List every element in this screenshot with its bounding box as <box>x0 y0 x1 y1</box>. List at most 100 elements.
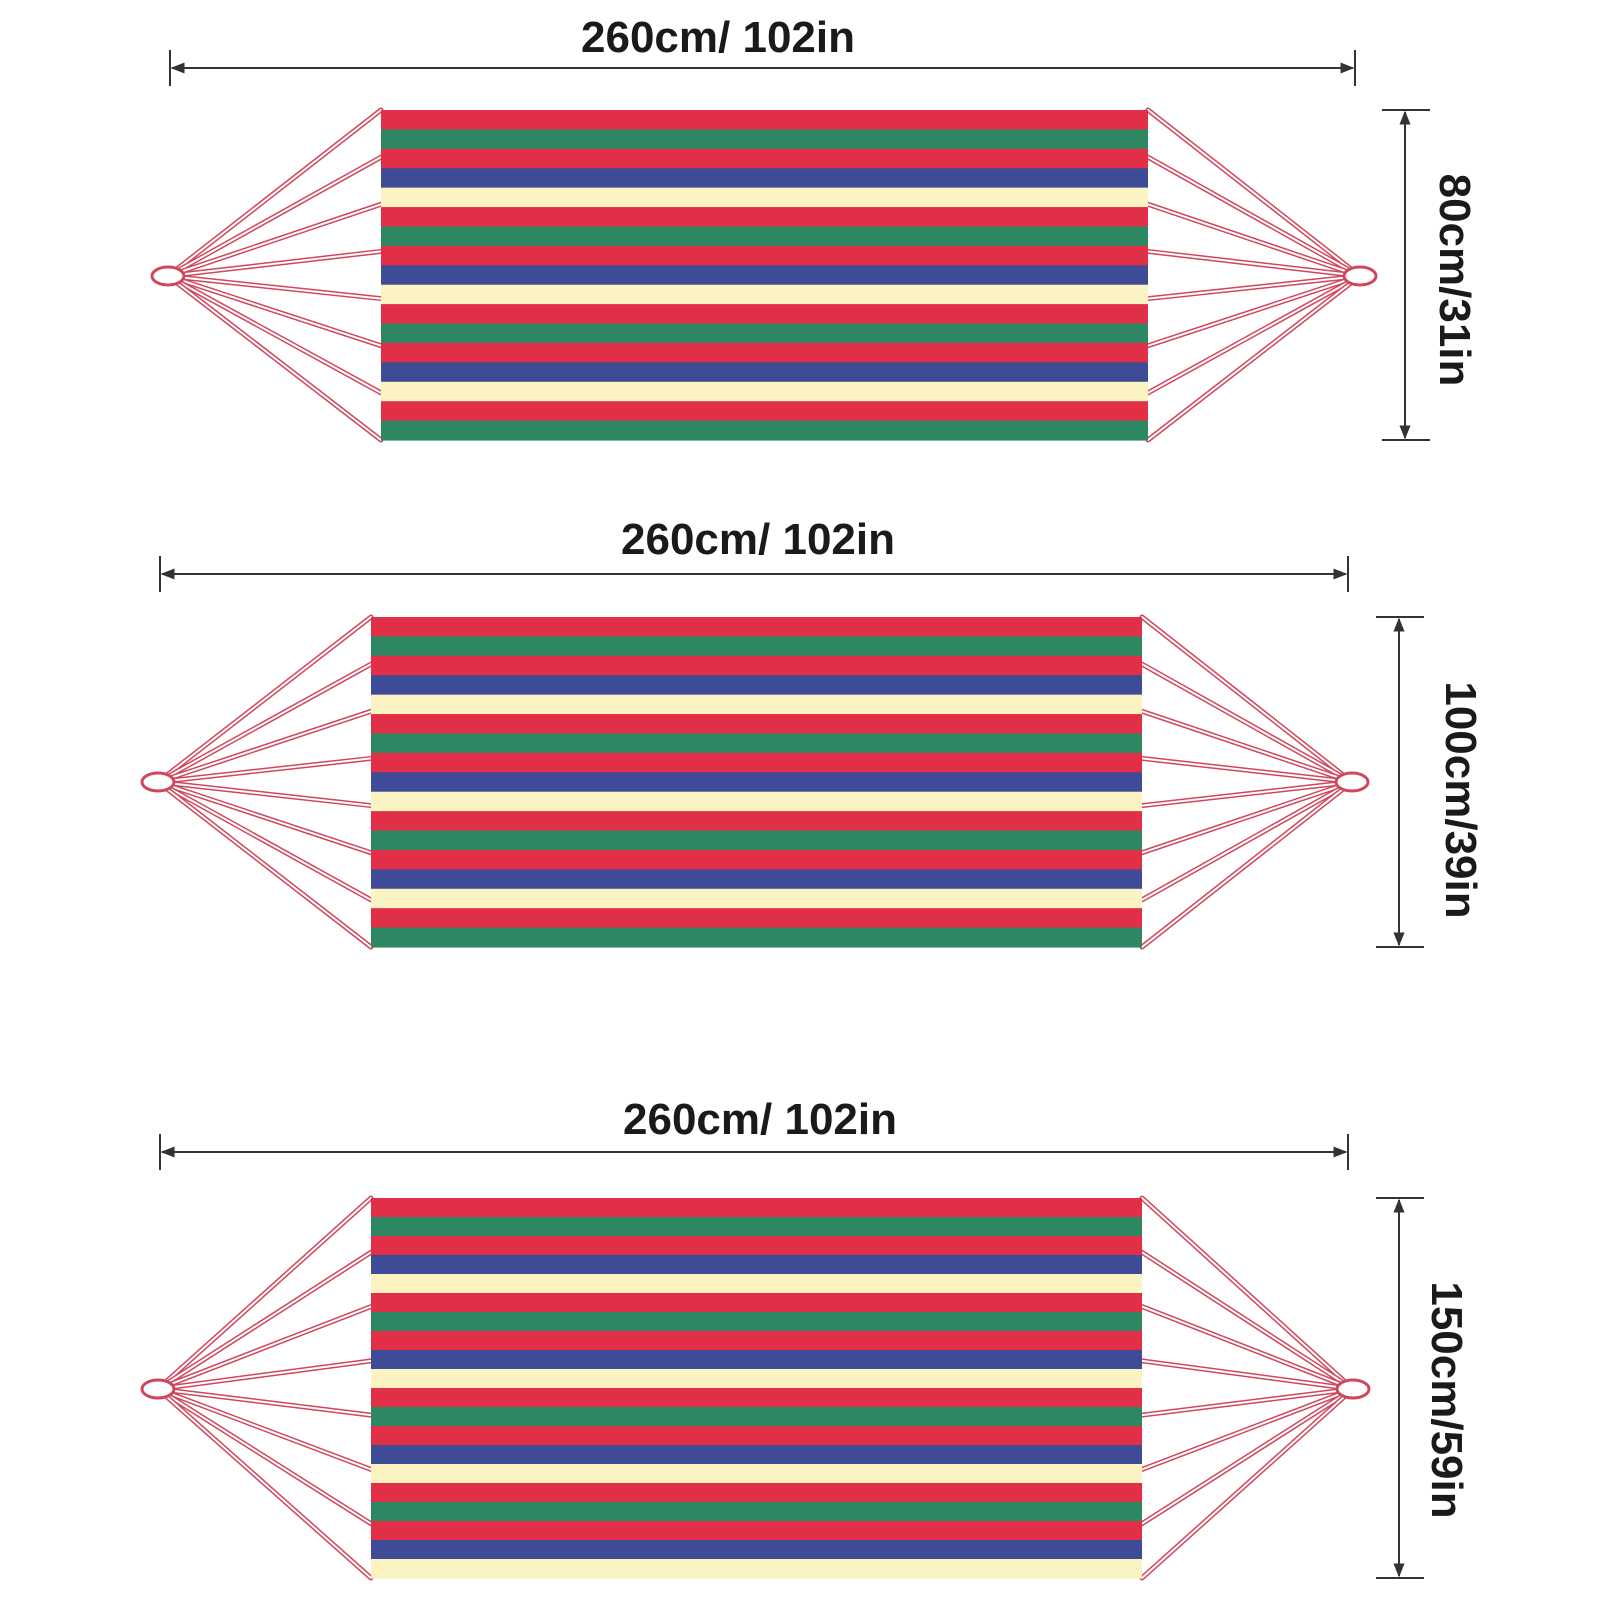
rope <box>157 1388 372 1525</box>
rope <box>1141 1388 1354 1417</box>
fabric-stripe <box>371 1559 1142 1579</box>
rope <box>157 781 372 807</box>
rope <box>1147 250 1361 277</box>
rope <box>1141 1305 1354 1390</box>
ropes-3 <box>140 1195 1371 1581</box>
fabric-stripe <box>371 849 1142 870</box>
length-dimension-3: 260cm/ 102in <box>159 1095 1349 1170</box>
hanging-ring-icon <box>1334 771 1370 793</box>
rope <box>157 710 372 783</box>
rope <box>157 1251 372 1390</box>
fabric-stripe <box>381 304 1148 325</box>
rope <box>167 275 382 394</box>
hanging-ring-icon <box>1342 265 1378 287</box>
hanging-ring-icon <box>140 1378 176 1400</box>
fabric-stripe <box>371 1464 1142 1484</box>
width-dimension-3: 150cm/59in <box>1376 1197 1471 1579</box>
fabric-stripe <box>371 1274 1142 1294</box>
rope <box>157 781 372 854</box>
fabric-stripe <box>381 226 1148 247</box>
hanging-ring-icon <box>150 265 186 287</box>
rope <box>1141 1388 1354 1525</box>
fabric-stripe <box>381 265 1148 286</box>
fabric-stripe <box>371 1350 1142 1370</box>
rope <box>1147 275 1361 441</box>
width-label: 80cm/31in <box>1430 174 1479 387</box>
rope <box>1147 275 1361 300</box>
fabric-stripe <box>381 168 1148 189</box>
rope <box>1147 203 1361 277</box>
rope <box>1141 781 1353 948</box>
fabric-stripe <box>371 655 1142 676</box>
fabric-stripe <box>371 675 1142 696</box>
fabric-2 <box>371 617 1142 948</box>
fabric-stripe <box>371 1445 1142 1465</box>
fabric-3 <box>371 1198 1142 1579</box>
fabric-stripe <box>381 284 1148 305</box>
fabric-stripe <box>381 129 1148 150</box>
hammock-diagram-1: 260cm/ 102in 80cm/31in <box>150 13 1479 443</box>
fabric-stripe <box>381 207 1148 228</box>
rope <box>157 1305 372 1390</box>
rope <box>1147 109 1361 277</box>
fabric-stripe <box>381 381 1148 402</box>
fabric-stripe <box>371 888 1142 909</box>
rope <box>1141 663 1353 783</box>
fabric-stripe <box>371 1255 1142 1275</box>
fabric-stripe <box>371 1426 1142 1446</box>
length-label: 260cm/ 102in <box>621 515 895 564</box>
ropes-1 <box>150 107 1378 443</box>
hammock-diagram-2: 260cm/ 102in 100cm/39in <box>140 515 1485 950</box>
rope <box>167 203 382 277</box>
rope <box>1141 781 1353 854</box>
width-label: 150cm/59in <box>1422 1281 1471 1518</box>
fabric-stripe <box>371 1369 1142 1389</box>
fabric-stripe <box>371 791 1142 812</box>
fabric-stripe <box>371 617 1142 638</box>
rope <box>1141 781 1353 807</box>
width-dimension-2: 100cm/39in <box>1376 616 1485 948</box>
fabric-stripe <box>381 245 1148 266</box>
rope <box>1141 1251 1354 1390</box>
fabric-stripe <box>371 1483 1142 1503</box>
fabric-stripe <box>371 1521 1142 1541</box>
fabric-stripe <box>371 927 1142 948</box>
rope <box>167 275 382 441</box>
length-dimension-2: 260cm/ 102in <box>159 515 1349 592</box>
rope <box>1141 757 1353 783</box>
hammock-diagram-3: 260cm/ 102in 150cm/59in <box>140 1095 1471 1581</box>
rope <box>157 1388 372 1579</box>
rope <box>1141 1388 1354 1471</box>
fabric-stripe <box>371 1198 1142 1218</box>
fabric-stripe <box>371 1388 1142 1408</box>
fabric-stripe <box>371 1540 1142 1560</box>
fabric-stripe <box>371 1217 1142 1237</box>
rope <box>157 781 372 948</box>
rope <box>1147 156 1361 277</box>
rope <box>157 757 372 783</box>
rope <box>157 1388 372 1417</box>
rope <box>1147 275 1361 394</box>
fabric-stripe <box>381 110 1148 131</box>
fabric-stripe <box>371 908 1142 929</box>
rope <box>1147 275 1361 347</box>
rope <box>1141 710 1353 783</box>
fabric-1 <box>381 110 1148 441</box>
fabric-stripe <box>371 1236 1142 1256</box>
rope <box>167 275 382 300</box>
rope <box>167 156 382 277</box>
fabric-stripe <box>381 148 1148 169</box>
fabric-stripe <box>381 187 1148 208</box>
fabric-stripe <box>371 811 1142 832</box>
fabric-stripe <box>371 772 1142 793</box>
rope <box>157 781 372 901</box>
rope <box>167 109 382 277</box>
hanging-ring-icon <box>1335 1378 1371 1400</box>
rope <box>167 275 382 347</box>
width-label: 100cm/39in <box>1436 681 1485 918</box>
rope <box>1141 1388 1354 1579</box>
rope <box>157 1388 372 1471</box>
length-dimension-1: 260cm/ 102in <box>169 13 1356 86</box>
fabric-stripe <box>371 733 1142 754</box>
